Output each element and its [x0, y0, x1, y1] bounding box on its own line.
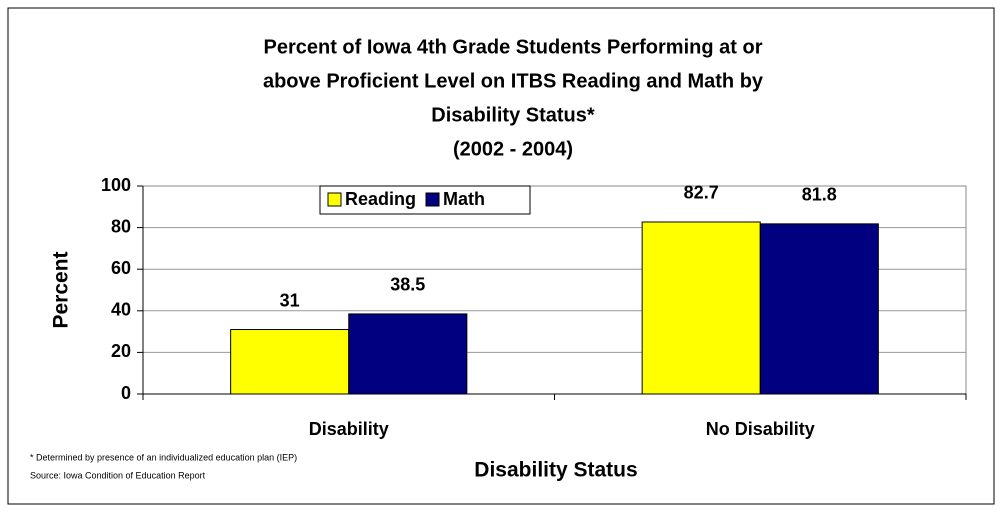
- x-tick-label: Disability: [309, 419, 389, 439]
- y-tick-label: 60: [111, 258, 131, 278]
- footnote: Source: Iowa Condition of Education Repo…: [30, 470, 206, 480]
- legend-box: [319, 185, 531, 215]
- data-label: 31: [280, 290, 300, 310]
- data-label: 38.5: [390, 275, 425, 295]
- legend-label: Math: [443, 189, 485, 209]
- y-tick-label: 20: [111, 341, 131, 361]
- x-axis-label: Disability Status: [474, 459, 637, 482]
- y-tick-label: 100: [101, 175, 131, 195]
- legend-swatch: [327, 192, 342, 207]
- chart-title: (2002 - 2004): [453, 138, 573, 160]
- legend-swatch: [425, 192, 440, 207]
- footnote: * Determined by presence of an individua…: [30, 452, 297, 462]
- y-tick-label: 40: [111, 300, 131, 320]
- bar: [759, 223, 879, 395]
- bar: [348, 313, 468, 395]
- x-tick-label: No Disability: [706, 419, 815, 439]
- data-label: 82.7: [684, 183, 719, 203]
- data-label: 81.8: [802, 185, 837, 205]
- bar: [230, 329, 350, 395]
- chart-title: Disability Status*: [431, 104, 595, 126]
- chart-title: above Proficient Level on ITBS Reading a…: [263, 70, 764, 92]
- bar: [641, 221, 761, 395]
- y-tick-label: 0: [121, 383, 131, 403]
- y-tick-label: 80: [111, 216, 131, 236]
- legend-label: Reading: [345, 189, 416, 209]
- chart-title: Percent of Iowa 4th Grade Students Perfo…: [264, 36, 763, 58]
- y-axis-label: Percent: [50, 251, 73, 328]
